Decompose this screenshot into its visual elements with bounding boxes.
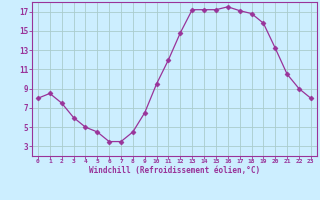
X-axis label: Windchill (Refroidissement éolien,°C): Windchill (Refroidissement éolien,°C) bbox=[89, 166, 260, 175]
